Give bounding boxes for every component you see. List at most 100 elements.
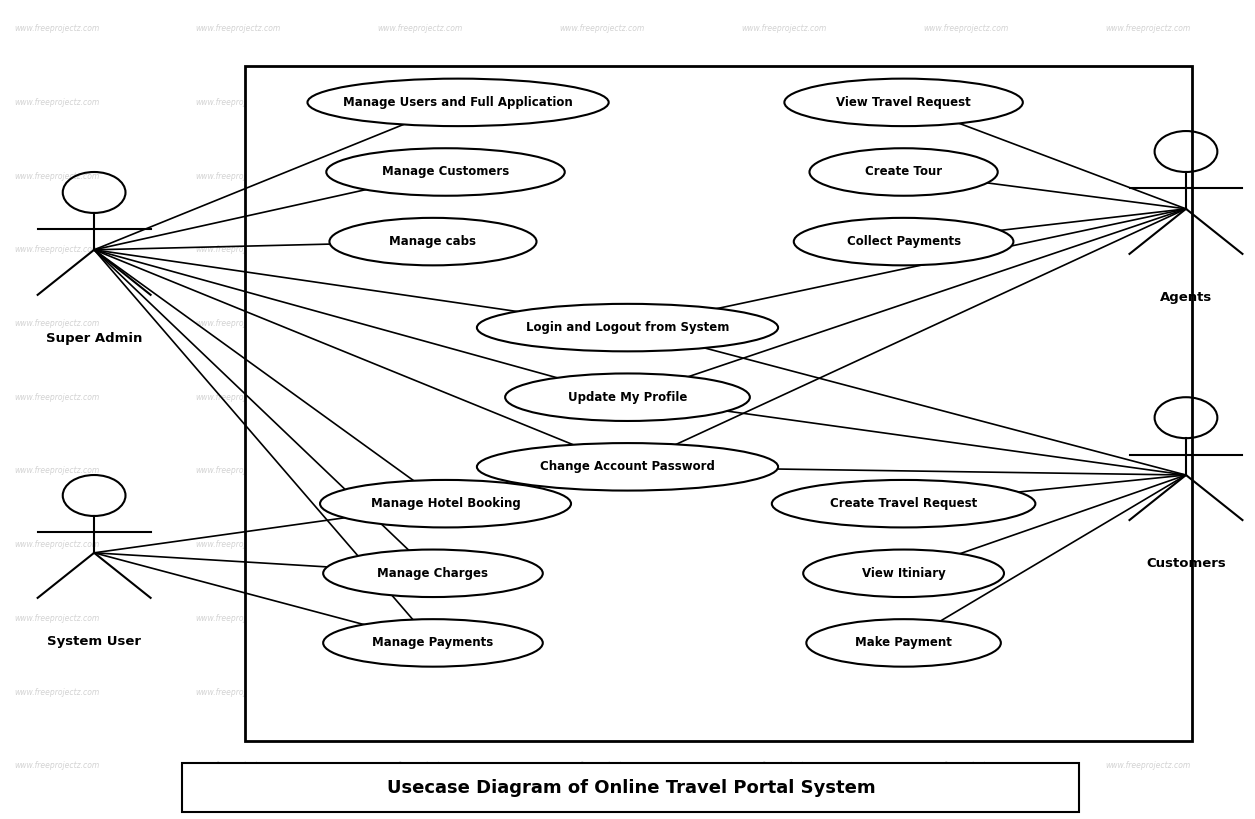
Text: www.freeprojectz.com: www.freeprojectz.com [924, 246, 1009, 254]
Text: www.freeprojectz.com: www.freeprojectz.com [14, 393, 99, 401]
Text: www.freeprojectz.com: www.freeprojectz.com [196, 762, 281, 770]
Text: www.freeprojectz.com: www.freeprojectz.com [1106, 614, 1191, 622]
Text: www.freeprojectz.com: www.freeprojectz.com [14, 246, 99, 254]
Text: www.freeprojectz.com: www.freeprojectz.com [196, 541, 281, 549]
Text: www.freeprojectz.com: www.freeprojectz.com [924, 98, 1009, 106]
Text: Manage Users and Full Application: Manage Users and Full Application [343, 96, 574, 109]
Ellipse shape [326, 148, 565, 196]
Text: www.freeprojectz.com: www.freeprojectz.com [742, 541, 827, 549]
Text: Create Travel Request: Create Travel Request [830, 497, 978, 510]
Text: www.freeprojectz.com: www.freeprojectz.com [742, 98, 827, 106]
Text: www.freeprojectz.com: www.freeprojectz.com [14, 467, 99, 475]
Text: www.freeprojectz.com: www.freeprojectz.com [378, 319, 463, 328]
Text: www.freeprojectz.com: www.freeprojectz.com [1106, 319, 1191, 328]
Ellipse shape [329, 218, 536, 265]
Text: www.freeprojectz.com: www.freeprojectz.com [560, 688, 645, 696]
Ellipse shape [477, 304, 778, 351]
Text: www.freeprojectz.com: www.freeprojectz.com [14, 541, 99, 549]
Text: www.freeprojectz.com: www.freeprojectz.com [196, 614, 281, 622]
Text: Manage Payments: Manage Payments [373, 636, 493, 649]
Text: www.freeprojectz.com: www.freeprojectz.com [196, 393, 281, 401]
Text: www.freeprojectz.com: www.freeprojectz.com [560, 98, 645, 106]
Text: Manage Customers: Manage Customers [382, 165, 510, 179]
Text: www.freeprojectz.com: www.freeprojectz.com [742, 614, 827, 622]
Ellipse shape [809, 148, 998, 196]
Text: www.freeprojectz.com: www.freeprojectz.com [924, 467, 1009, 475]
Text: www.freeprojectz.com: www.freeprojectz.com [560, 25, 645, 33]
Text: Login and Logout from System: Login and Logout from System [526, 321, 729, 334]
Text: www.freeprojectz.com: www.freeprojectz.com [742, 246, 827, 254]
Text: Usecase Diagram of Online Travel Portal System: Usecase Diagram of Online Travel Portal … [387, 779, 876, 797]
Text: www.freeprojectz.com: www.freeprojectz.com [196, 172, 281, 180]
Text: Agents: Agents [1160, 291, 1212, 304]
Text: www.freeprojectz.com: www.freeprojectz.com [1106, 467, 1191, 475]
Text: www.freeprojectz.com: www.freeprojectz.com [196, 98, 281, 106]
Text: www.freeprojectz.com: www.freeprojectz.com [924, 762, 1009, 770]
Text: www.freeprojectz.com: www.freeprojectz.com [742, 467, 827, 475]
Text: www.freeprojectz.com: www.freeprojectz.com [924, 688, 1009, 696]
Text: Update My Profile: Update My Profile [567, 391, 688, 404]
Text: www.freeprojectz.com: www.freeprojectz.com [378, 98, 463, 106]
Text: www.freeprojectz.com: www.freeprojectz.com [196, 467, 281, 475]
Text: www.freeprojectz.com: www.freeprojectz.com [1106, 25, 1191, 33]
Text: www.freeprojectz.com: www.freeprojectz.com [196, 25, 281, 33]
Text: www.freeprojectz.com: www.freeprojectz.com [378, 688, 463, 696]
Ellipse shape [324, 550, 542, 597]
Text: Manage Charges: Manage Charges [378, 567, 488, 580]
Text: Make Payment: Make Payment [855, 636, 953, 649]
Ellipse shape [806, 619, 1001, 667]
Ellipse shape [307, 79, 609, 126]
Text: www.freeprojectz.com: www.freeprojectz.com [924, 172, 1009, 180]
Text: www.freeprojectz.com: www.freeprojectz.com [1106, 688, 1191, 696]
Text: www.freeprojectz.com: www.freeprojectz.com [378, 393, 463, 401]
Text: Create Tour: Create Tour [865, 165, 943, 179]
Text: www.freeprojectz.com: www.freeprojectz.com [378, 172, 463, 180]
Text: www.freeprojectz.com: www.freeprojectz.com [742, 393, 827, 401]
Text: www.freeprojectz.com: www.freeprojectz.com [560, 467, 645, 475]
Text: www.freeprojectz.com: www.freeprojectz.com [196, 246, 281, 254]
Text: www.freeprojectz.com: www.freeprojectz.com [378, 246, 463, 254]
Text: www.freeprojectz.com: www.freeprojectz.com [1106, 246, 1191, 254]
Text: www.freeprojectz.com: www.freeprojectz.com [378, 614, 463, 622]
Text: www.freeprojectz.com: www.freeprojectz.com [742, 762, 827, 770]
Text: www.freeprojectz.com: www.freeprojectz.com [742, 319, 827, 328]
Text: www.freeprojectz.com: www.freeprojectz.com [1106, 762, 1191, 770]
Ellipse shape [477, 443, 778, 491]
Text: www.freeprojectz.com: www.freeprojectz.com [742, 688, 827, 696]
Text: System User: System User [48, 635, 141, 648]
Text: www.freeprojectz.com: www.freeprojectz.com [378, 541, 463, 549]
FancyBboxPatch shape [182, 763, 1079, 812]
Text: www.freeprojectz.com: www.freeprojectz.com [924, 393, 1009, 401]
Text: www.freeprojectz.com: www.freeprojectz.com [742, 172, 827, 180]
Text: www.freeprojectz.com: www.freeprojectz.com [560, 246, 645, 254]
Text: www.freeprojectz.com: www.freeprojectz.com [560, 319, 645, 328]
Text: www.freeprojectz.com: www.freeprojectz.com [14, 614, 99, 622]
Text: www.freeprojectz.com: www.freeprojectz.com [14, 688, 99, 696]
Ellipse shape [803, 550, 1004, 597]
Text: View Travel Request: View Travel Request [836, 96, 971, 109]
Text: www.freeprojectz.com: www.freeprojectz.com [378, 467, 463, 475]
Text: www.freeprojectz.com: www.freeprojectz.com [1106, 541, 1191, 549]
Text: www.freeprojectz.com: www.freeprojectz.com [14, 98, 99, 106]
Ellipse shape [324, 619, 542, 667]
Text: www.freeprojectz.com: www.freeprojectz.com [924, 614, 1009, 622]
Text: www.freeprojectz.com: www.freeprojectz.com [560, 762, 645, 770]
Text: www.freeprojectz.com: www.freeprojectz.com [560, 614, 645, 622]
Text: Manage Hotel Booking: Manage Hotel Booking [370, 497, 521, 510]
Ellipse shape [505, 373, 750, 421]
Text: www.freeprojectz.com: www.freeprojectz.com [742, 25, 827, 33]
Ellipse shape [320, 480, 571, 527]
Text: www.freeprojectz.com: www.freeprojectz.com [14, 762, 99, 770]
Text: www.freeprojectz.com: www.freeprojectz.com [14, 25, 99, 33]
Text: Customers: Customers [1146, 557, 1226, 570]
Text: www.freeprojectz.com: www.freeprojectz.com [924, 319, 1009, 328]
Text: www.freeprojectz.com: www.freeprojectz.com [560, 393, 645, 401]
Text: www.freeprojectz.com: www.freeprojectz.com [560, 172, 645, 180]
Text: www.freeprojectz.com: www.freeprojectz.com [14, 319, 99, 328]
Ellipse shape [784, 79, 1023, 126]
Text: www.freeprojectz.com: www.freeprojectz.com [924, 541, 1009, 549]
Text: www.freeprojectz.com: www.freeprojectz.com [924, 25, 1009, 33]
Text: www.freeprojectz.com: www.freeprojectz.com [196, 319, 281, 328]
Text: www.freeprojectz.com: www.freeprojectz.com [1106, 172, 1191, 180]
Text: Collect Payments: Collect Payments [847, 235, 960, 248]
